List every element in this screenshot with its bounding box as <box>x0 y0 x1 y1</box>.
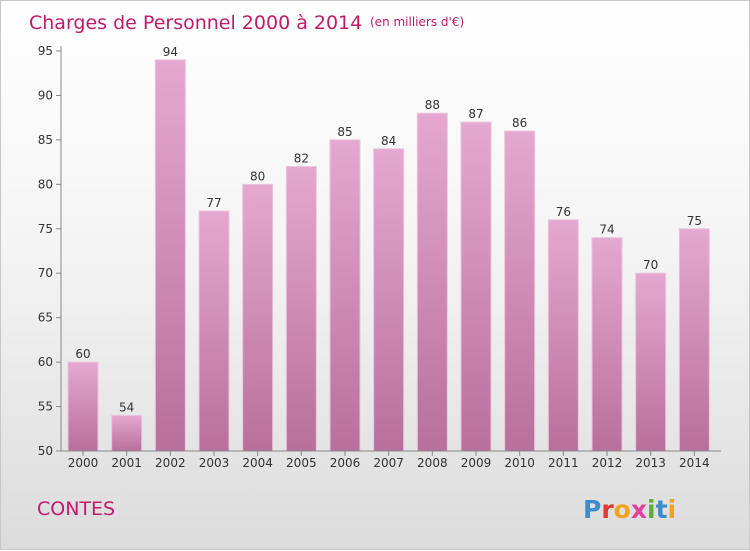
bar-2003 <box>198 210 230 452</box>
value-label-2009: 87 <box>468 107 483 121</box>
x-tick-label-2014: 2014 <box>679 456 710 470</box>
y-tick-label: 95 <box>38 44 53 58</box>
y-axis: 50 55 60 65 70 75 80 85 90 95 <box>38 44 62 458</box>
y-tick-label: 55 <box>38 400 53 414</box>
x-tick-label-2008: 2008 <box>417 456 448 470</box>
x-tick-label-2001: 2001 <box>111 456 142 470</box>
bar-2002 <box>154 59 186 452</box>
x-tick-label-2002: 2002 <box>155 456 186 470</box>
x-tick-label-2010: 2010 <box>504 456 535 470</box>
bars-group <box>67 59 710 452</box>
bar-2013 <box>635 272 667 452</box>
logo-letter-0: P <box>583 495 601 524</box>
logo-letter-3: x <box>631 495 647 524</box>
value-label-2014: 75 <box>687 214 702 228</box>
value-label-2003: 77 <box>206 196 221 210</box>
chart-subtitle: (en milliers d'€) <box>370 15 464 29</box>
value-label-2011: 76 <box>556 205 571 219</box>
logo-letter-4: i <box>647 495 656 524</box>
bar-2005 <box>285 166 317 452</box>
x-tick-label-2012: 2012 <box>592 456 623 470</box>
value-label-2004: 80 <box>250 169 265 183</box>
x-tick-label-2006: 2006 <box>330 456 361 470</box>
x-tick-label-2007: 2007 <box>373 456 404 470</box>
logo-letter-6: i <box>668 495 677 524</box>
value-labels-group: 60 54 94 77 80 82 85 84 88 87 86 76 74 70 75 <box>75 45 702 415</box>
y-tick-label: 50 <box>38 444 53 458</box>
bar-2009 <box>460 121 492 452</box>
value-label-2008: 88 <box>425 98 440 112</box>
x-tick-label-2004: 2004 <box>242 456 273 470</box>
bar-2006 <box>329 139 361 452</box>
value-label-2007: 84 <box>381 134 396 148</box>
x-tick-label-2013: 2013 <box>635 456 666 470</box>
location-label: CONTES <box>37 498 115 520</box>
y-tick-label: 85 <box>38 133 53 147</box>
x-tick-label-2005: 2005 <box>286 456 317 470</box>
logo-letter-1: r <box>601 495 614 524</box>
bar-2008 <box>416 112 448 452</box>
x-tick-label-2003: 2003 <box>199 456 230 470</box>
x-tick-label-2011: 2011 <box>548 456 579 470</box>
bar-2001 <box>111 414 143 452</box>
bar-2011 <box>547 219 579 452</box>
logo-letter-5: t <box>656 495 668 524</box>
y-tick-label: 80 <box>38 177 53 191</box>
x-tick-label-2000: 2000 <box>68 456 99 470</box>
bar-2004 <box>242 183 274 452</box>
y-tick-label: 90 <box>38 88 53 102</box>
value-label-2010: 86 <box>512 116 527 130</box>
bar-2000 <box>67 361 99 452</box>
y-tick-label: 65 <box>38 311 53 325</box>
bar-2014 <box>678 228 710 452</box>
y-tick-label: 60 <box>38 355 53 369</box>
x-tick-label-2009: 2009 <box>461 456 492 470</box>
x-axis: 2000 2001 2002 2003 2004 2005 2006 2007 2008 2009… <box>61 450 721 470</box>
proxiti-logo: Proxiti <box>583 495 676 524</box>
value-label-2002: 94 <box>163 45 178 59</box>
value-label-2012: 74 <box>599 223 614 237</box>
bar-2010 <box>504 130 536 452</box>
value-label-2005: 82 <box>294 152 309 166</box>
bar-2012 <box>591 237 623 452</box>
logo-letter-2: o <box>614 495 631 524</box>
y-tick-label: 70 <box>38 266 53 280</box>
y-tick-label: 75 <box>38 222 53 236</box>
value-label-2013: 70 <box>643 258 658 272</box>
value-label-2001: 54 <box>119 400 134 414</box>
value-label-2006: 85 <box>337 125 352 139</box>
bar-2007 <box>373 148 405 452</box>
chart-title: Charges de Personnel 2000 à 2014 <box>29 12 362 34</box>
value-label-2000: 60 <box>75 347 90 361</box>
